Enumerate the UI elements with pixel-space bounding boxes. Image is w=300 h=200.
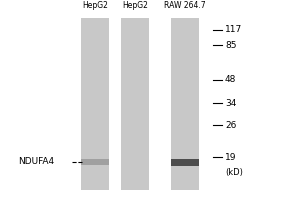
Text: 48: 48 [225,75,236,84]
Bar [81,18,109,190]
Text: RAW 264.7: RAW 264.7 [164,1,206,10]
Bar [81,159,109,165]
Text: (kD): (kD) [225,168,243,178]
Text: NDUFA4: NDUFA4 [18,158,54,166]
Bar [121,18,149,190]
Text: HepG2: HepG2 [82,1,108,10]
Text: 117: 117 [225,25,242,34]
Bar [171,158,199,166]
Text: 26: 26 [225,120,236,130]
Bar [171,18,199,190]
Text: 34: 34 [225,98,236,108]
Text: HepG2: HepG2 [122,1,148,10]
Text: 19: 19 [225,152,236,162]
Text: 85: 85 [225,40,236,49]
